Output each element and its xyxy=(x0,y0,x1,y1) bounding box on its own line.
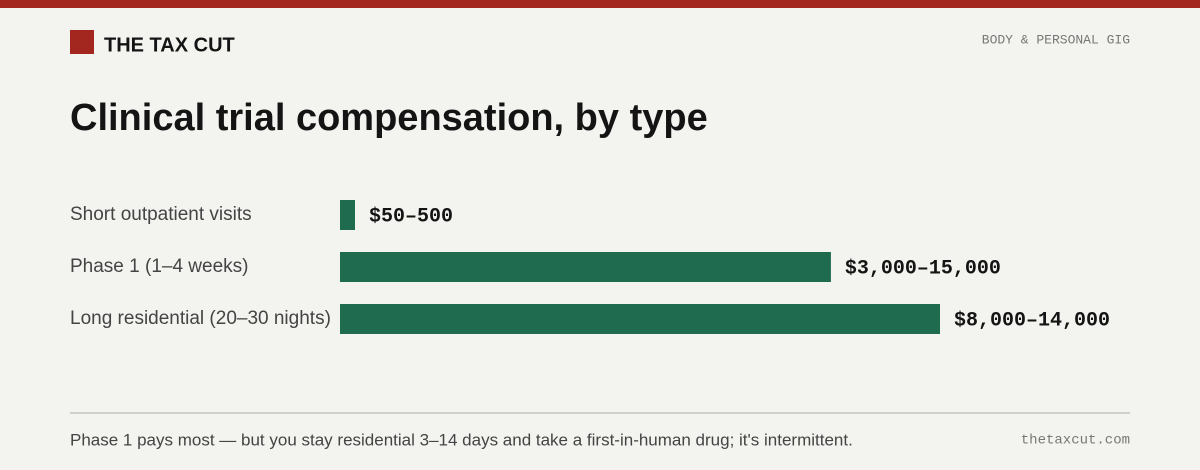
chart-title: Clinical trial compensation, by type xyxy=(70,97,708,139)
site: thetaxcut.com xyxy=(1021,433,1130,449)
section-label: BODY & PERSONAL GIG xyxy=(982,32,1130,47)
brand: THE TAX CUT xyxy=(104,34,235,56)
bar xyxy=(340,252,831,282)
category-label: Phase 1 (1–4 weeks) xyxy=(70,256,249,277)
bar xyxy=(340,304,940,334)
value-label: $3,000–15,000 xyxy=(845,257,1001,280)
category-label: Long residential (20–30 nights) xyxy=(70,308,331,329)
top-strip xyxy=(0,0,1200,8)
category-label: Short outpatient visits xyxy=(70,204,252,225)
bar xyxy=(340,200,355,230)
value-label: $50–500 xyxy=(369,205,453,228)
logo-square xyxy=(70,30,94,54)
footnote: Phase 1 pays most — but you stay residen… xyxy=(70,430,853,449)
value-label: $8,000–14,000 xyxy=(954,309,1110,332)
